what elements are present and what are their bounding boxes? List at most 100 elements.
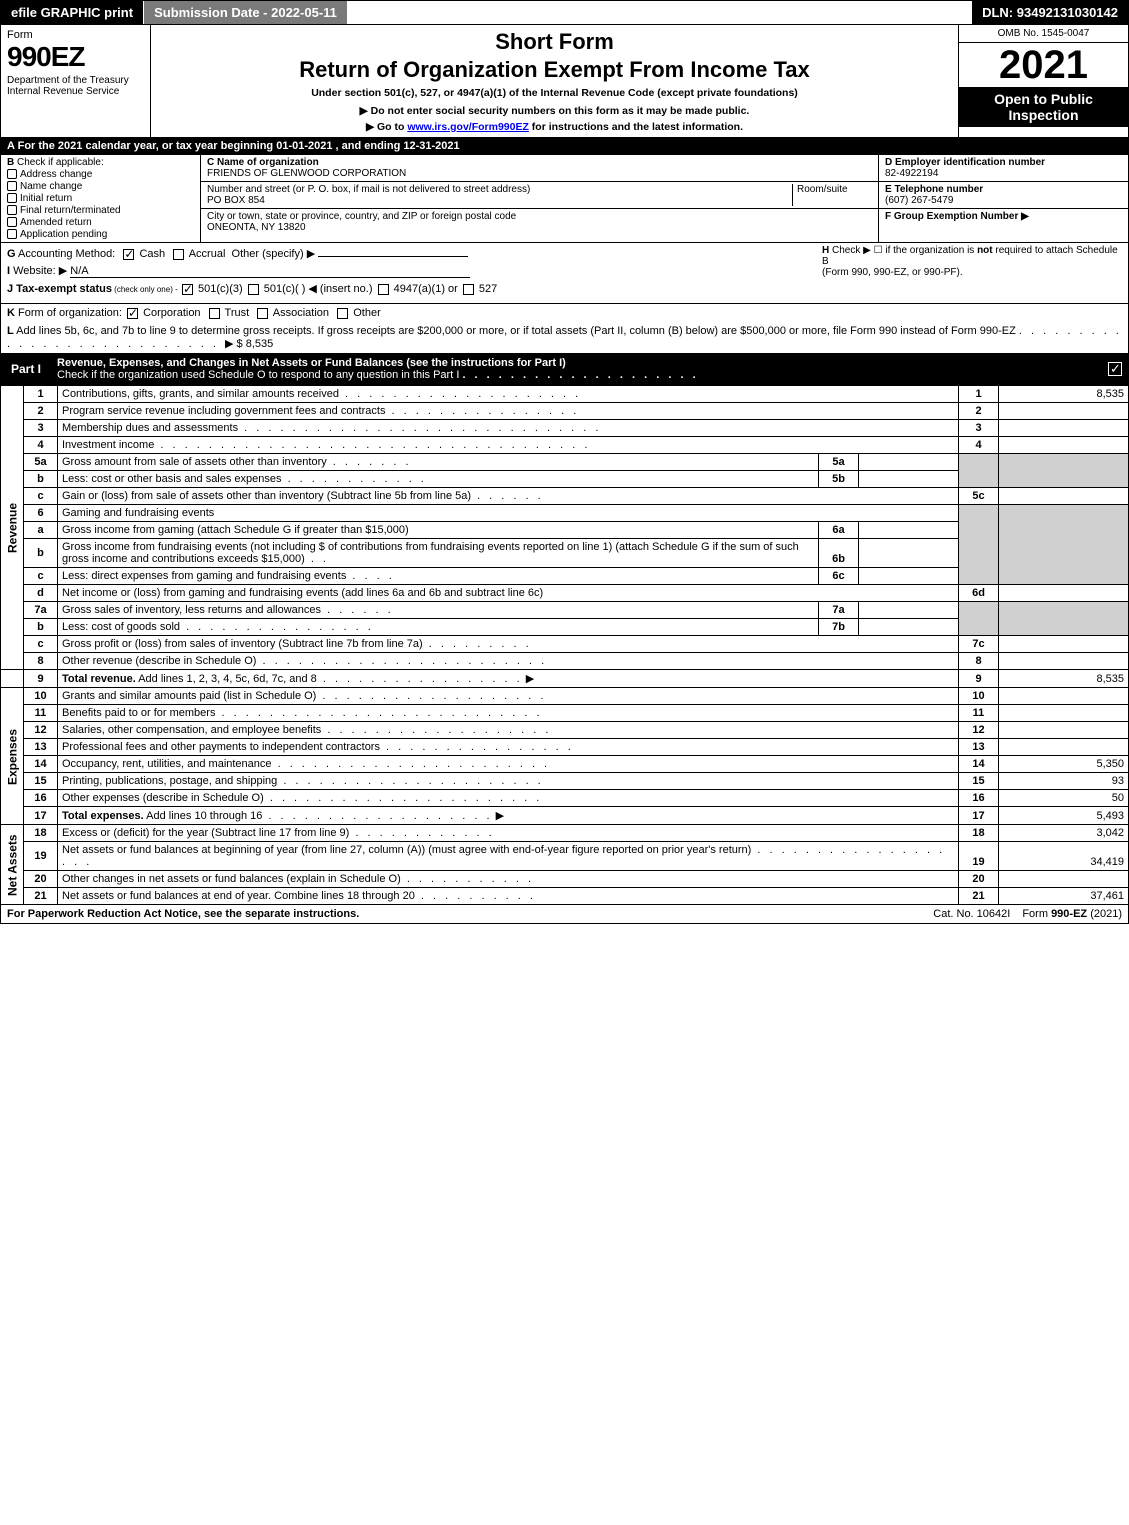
j-o2: 501(c)( ) ◀ (insert no.)	[261, 283, 376, 295]
part1-title: Revenue, Expenses, and Changes in Net As…	[51, 354, 1108, 384]
check-4947[interactable]	[378, 284, 389, 295]
ln-1: 1	[24, 386, 58, 403]
subamt-6c	[859, 568, 959, 585]
opt-amended-return: Amended return	[20, 217, 92, 228]
irs-link[interactable]: www.irs.gov/Form990EZ	[407, 121, 529, 133]
amt-4	[999, 437, 1129, 454]
amt-17: 5,493	[999, 807, 1129, 825]
opt-address-change: Address change	[20, 169, 92, 180]
g-other-line	[318, 256, 468, 257]
shade-5	[959, 454, 999, 488]
return-title: Return of Organization Exempt From Incom…	[157, 57, 952, 83]
l-amt: 8,535	[246, 338, 274, 350]
desc-8: Other revenue (describe in Schedule O) .…	[58, 653, 959, 670]
header-right: OMB No. 1545-0047 2021 Open to Public In…	[958, 25, 1128, 137]
amt-18: 3,042	[999, 825, 1129, 842]
num-21: 21	[959, 888, 999, 905]
desc-4: Investment income . . . . . . . . . . . …	[58, 437, 959, 454]
part1-dots: . . . . . . . . . . . . . . . . . . . .	[462, 369, 698, 381]
header-sub3: ▶ Go to www.irs.gov/Form990EZ for instru…	[157, 121, 952, 133]
line-7c: c Gross profit or (loss) from sales of i…	[1, 636, 1129, 653]
ln-20: 20	[24, 871, 58, 888]
part1-checkbox[interactable]	[1108, 362, 1122, 376]
efile-print-button[interactable]: efile GRAPHIC print	[1, 1, 144, 24]
opt-application-pending: Application pending	[20, 229, 107, 240]
check-name-change[interactable]: Name change	[7, 181, 194, 192]
check-501c[interactable]	[248, 284, 259, 295]
desc-14: Occupancy, rent, utilities, and maintena…	[58, 756, 959, 773]
check-final-return[interactable]: Final return/terminated	[7, 205, 194, 216]
desc-13: Professional fees and other payments to …	[58, 739, 959, 756]
num-1: 1	[959, 386, 999, 403]
footer-r-pre: Form	[1022, 908, 1051, 920]
check-amended-return[interactable]: Amended return	[7, 217, 194, 228]
num-2: 2	[959, 403, 999, 420]
amt-16: 50	[999, 790, 1129, 807]
ein-value: 82-4922194	[885, 168, 1122, 179]
subamt-5a	[859, 454, 959, 471]
amt-1: 8,535	[999, 386, 1129, 403]
line-15: 15 Printing, publications, postage, and …	[1, 773, 1129, 790]
ln-7a: 7a	[24, 602, 58, 619]
part1-title-text: Revenue, Expenses, and Changes in Net As…	[57, 357, 566, 369]
check-corporation[interactable]	[127, 308, 138, 319]
bcdef-block: B Check if applicable: Address change Na…	[0, 155, 1129, 243]
ln-5a: 5a	[24, 454, 58, 471]
line-5c: c Gain or (loss) from sale of assets oth…	[1, 488, 1129, 505]
city-value: ONEONTA, NY 13820	[207, 222, 872, 233]
desc-18: Excess or (deficit) for the year (Subtra…	[58, 825, 959, 842]
check-accrual[interactable]	[173, 249, 184, 260]
street-label: Number and street (or P. O. box, if mail…	[207, 184, 530, 195]
ln-8: 8	[24, 653, 58, 670]
check-address-change[interactable]: Address change	[7, 169, 194, 180]
g-label: Accounting Method:	[16, 248, 116, 260]
line-7a: 7a Gross sales of inventory, less return…	[1, 602, 1129, 619]
ln-10: 10	[24, 688, 58, 705]
h-text3: (Form 990, 990-EZ, or 990-PF).	[822, 267, 963, 278]
ln-5b: b	[24, 471, 58, 488]
sub-5a: 5a	[819, 454, 859, 471]
sub3-post: for instructions and the latest informat…	[529, 121, 743, 133]
ln-9: 9	[24, 670, 58, 688]
sub3-pre: ▶ Go to	[366, 121, 407, 133]
k-o4: Other	[353, 307, 381, 319]
j-label: Tax-exempt status	[13, 283, 112, 295]
group-row: F Group Exemption Number ▶	[879, 209, 1128, 242]
topbar: efile GRAPHIC print Submission Date - 20…	[0, 0, 1129, 25]
subamt-5b	[859, 471, 959, 488]
section-c: C Name of organization FRIENDS OF GLENWO…	[201, 155, 878, 242]
check-application-pending[interactable]: Application pending	[7, 229, 194, 240]
desc-10: Grants and similar amounts paid (list in…	[58, 688, 959, 705]
line-17: 17 Total expenses. Add lines 10 through …	[1, 807, 1129, 825]
section-k: K Form of organization: Corporation Trus…	[0, 304, 1129, 322]
website-value: N/A	[70, 265, 470, 278]
check-other-org[interactable]	[337, 308, 348, 319]
check-association[interactable]	[257, 308, 268, 319]
side-expenses: Expenses	[1, 688, 24, 825]
desc-6d: Net income or (loss) from gaming and fun…	[58, 585, 959, 602]
check-527[interactable]	[463, 284, 474, 295]
section-l: L Add lines 5b, 6c, and 7b to line 9 to …	[0, 322, 1129, 354]
part1-sub: Check if the organization used Schedule …	[57, 369, 459, 381]
org-name-row: C Name of organization FRIENDS OF GLENWO…	[201, 155, 878, 182]
line-5a: 5a Gross amount from sale of assets othe…	[1, 454, 1129, 471]
footer-right: Form 990-EZ (2021)	[1016, 905, 1128, 923]
l-amt-label: ▶ $	[225, 338, 246, 350]
ln-2: 2	[24, 403, 58, 420]
line-12: 12 Salaries, other compensation, and emp…	[1, 722, 1129, 739]
check-initial-return[interactable]: Initial return	[7, 193, 194, 204]
check-cash[interactable]	[123, 249, 134, 260]
shadeamt-7	[999, 602, 1129, 636]
num-4: 4	[959, 437, 999, 454]
group-label: F Group Exemption Number ▶	[885, 211, 1122, 222]
check-trust[interactable]	[209, 308, 220, 319]
line-16: 16 Other expenses (describe in Schedule …	[1, 790, 1129, 807]
ln-4: 4	[24, 437, 58, 454]
check-501c3[interactable]	[182, 284, 193, 295]
dln-value: 93492131030142	[1017, 5, 1118, 20]
street-value: PO BOX 854	[207, 195, 265, 206]
subamt-6a	[859, 522, 959, 539]
submission-date-value: 2022-05-11	[271, 5, 337, 20]
line-2: 2 Program service revenue including gove…	[1, 403, 1129, 420]
desc-16: Other expenses (describe in Schedule O) …	[58, 790, 959, 807]
